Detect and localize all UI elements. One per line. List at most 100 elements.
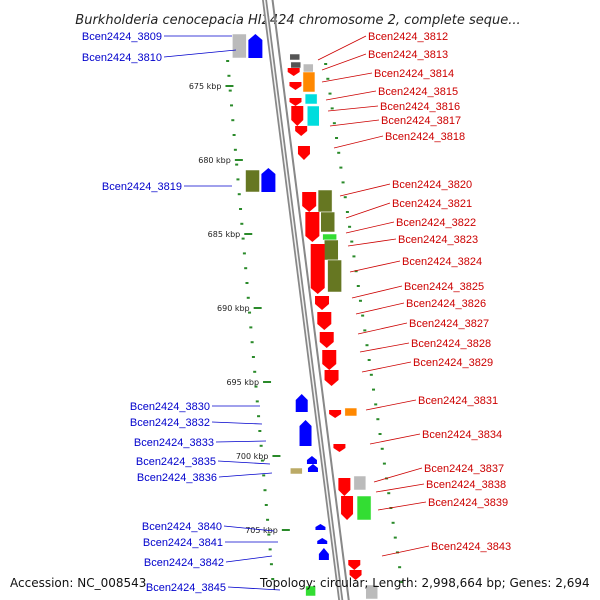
gene-label-right[interactable]: Bcen2424_3815 [378, 86, 458, 98]
tick-dot [226, 60, 230, 62]
gene-feature-green[interactable] [305, 585, 316, 597]
gene-feature-red[interactable] [289, 82, 302, 90]
gene-feature-gray[interactable] [353, 475, 367, 491]
gene-feature-blue[interactable] [317, 538, 328, 544]
gene-label-left[interactable]: Bcen2424_3835 [136, 456, 216, 468]
gene-feature-red[interactable] [322, 350, 337, 370]
gene-feature-orange[interactable] [302, 71, 316, 93]
gene-label-right[interactable]: Bcen2424_3838 [426, 479, 506, 491]
gene-feature-red[interactable] [287, 68, 300, 76]
gene-label-left[interactable]: Bcen2424_3841 [143, 537, 223, 549]
gene-feature-green[interactable] [322, 233, 337, 241]
gene-feature-red[interactable] [341, 496, 354, 520]
gene-feature-olive[interactable] [245, 169, 260, 193]
tick-dot [352, 255, 356, 258]
gene-label-left[interactable]: Bcen2424_3845 [146, 582, 226, 594]
gene-label-left[interactable]: Bcen2424_3832 [130, 417, 210, 429]
gene-label-right[interactable]: Bcen2424_3816 [380, 101, 460, 113]
gene-label-right[interactable]: Bcen2424_3825 [404, 281, 484, 293]
gene-feature-green[interactable] [356, 495, 372, 521]
gene-label-right[interactable]: Bcen2424_3823 [398, 234, 478, 246]
kbp-tick [281, 529, 290, 531]
gene-label-left[interactable]: Bcen2424_3840 [142, 521, 222, 533]
tick-dot [236, 178, 240, 181]
gene-feature-blue[interactable] [299, 420, 312, 446]
kbp-tick [225, 85, 234, 87]
gene-feature-cyan[interactable] [307, 105, 320, 127]
gene-label-left[interactable]: Bcen2424_3810 [82, 52, 162, 64]
gene-feature-olive[interactable] [317, 189, 333, 213]
gene-feature-blue[interactable] [261, 168, 276, 192]
gene-label-left[interactable]: Bcen2424_3830 [130, 401, 210, 413]
gene-feature-olive[interactable] [327, 259, 342, 293]
tick-dot [253, 370, 257, 373]
gene-feature-red[interactable] [338, 478, 351, 496]
gene-label-right[interactable]: Bcen2424_3814 [374, 68, 454, 80]
tick-dot [365, 344, 369, 347]
gene-feature-dark[interactable] [289, 53, 301, 61]
gene-feature-red[interactable] [333, 444, 346, 452]
gene-label-right[interactable]: Bcen2424_3817 [381, 115, 461, 127]
gene-feature-red[interactable] [329, 410, 342, 418]
gene-label-left[interactable]: Bcen2424_3809 [82, 31, 162, 43]
gene-label-right[interactable]: Bcen2424_3837 [424, 463, 504, 475]
gene-feature-red[interactable] [289, 98, 302, 106]
tick-dot [260, 459, 264, 462]
gene-label-right[interactable]: Bcen2424_3820 [392, 179, 472, 191]
gene-feature-blue[interactable] [295, 394, 308, 412]
gene-feature-red[interactable] [302, 192, 317, 212]
gene-feature-orange[interactable] [344, 407, 358, 417]
gene-feature-dark[interactable] [290, 61, 302, 69]
gene-feature-red[interactable] [317, 312, 332, 330]
tick-dot [343, 196, 347, 199]
gene-label-left[interactable]: Bcen2424_3819 [102, 181, 182, 193]
leader-line [333, 135, 384, 149]
tick-dot [230, 104, 234, 107]
gene-feature-cyan[interactable] [304, 93, 318, 105]
gene-feature-red[interactable] [348, 560, 361, 570]
gene-feature-red[interactable] [324, 370, 339, 386]
gene-label-right[interactable]: Bcen2424_3828 [411, 338, 491, 350]
gene-feature-red[interactable] [315, 296, 330, 310]
gene-label-left[interactable]: Bcen2424_3836 [137, 472, 217, 484]
gene-feature-gray[interactable] [365, 584, 378, 600]
gene-feature-red[interactable] [305, 212, 320, 242]
gene-feature-blue[interactable] [315, 524, 326, 530]
gene-feature-red[interactable] [297, 146, 310, 160]
gene-feature-blue[interactable] [248, 34, 263, 58]
gene-feature-red[interactable] [349, 570, 362, 580]
gene-feature-olive[interactable] [324, 239, 339, 261]
gene-feature-blue[interactable] [307, 464, 318, 472]
gene-label-left[interactable]: Bcen2424_3833 [134, 437, 214, 449]
gene-feature-blue[interactable] [318, 548, 329, 560]
gene-feature-red[interactable] [319, 332, 334, 348]
gene-feature-olive[interactable] [320, 211, 335, 233]
gene-label-right[interactable]: Bcen2424_3834 [422, 429, 502, 441]
gene-feature-red[interactable] [291, 106, 304, 126]
gene-label-right[interactable]: Bcen2424_3839 [428, 497, 508, 509]
gene-label-right[interactable]: Bcen2424_3826 [406, 298, 486, 310]
label-leader-lines [163, 35, 430, 591]
gene-label-right[interactable]: Bcen2424_3843 [431, 541, 511, 553]
gene-feature-blue[interactable] [306, 456, 317, 464]
gene-label-right[interactable]: Bcen2424_3824 [402, 256, 482, 268]
gene-label-right[interactable]: Bcen2424_3818 [385, 131, 465, 143]
gene-label-right[interactable]: Bcen2424_3822 [396, 217, 476, 229]
gene-feature-gray[interactable] [232, 33, 247, 59]
gene-label-right[interactable]: Bcen2424_3813 [368, 49, 448, 61]
gene-feature-red[interactable] [310, 244, 325, 294]
gene-label-right[interactable]: Bcen2424_3827 [409, 318, 489, 330]
tick-dot [257, 415, 261, 418]
gene-label-left[interactable]: Bcen2424_3842 [144, 557, 224, 569]
leader-line [327, 105, 379, 112]
tick-dot [254, 385, 258, 388]
leader-line [351, 285, 403, 299]
leader-line [345, 202, 391, 219]
gene-label-right[interactable]: Bcen2424_3812 [368, 31, 448, 43]
gene-feature-tan[interactable] [290, 467, 303, 475]
gene-label-right[interactable]: Bcen2424_3831 [418, 395, 498, 407]
leader-line [215, 440, 267, 443]
gene-label-right[interactable]: Bcen2424_3821 [392, 198, 472, 210]
gene-label-right[interactable]: Bcen2424_3829 [413, 357, 493, 369]
gene-feature-red[interactable] [295, 126, 308, 136]
